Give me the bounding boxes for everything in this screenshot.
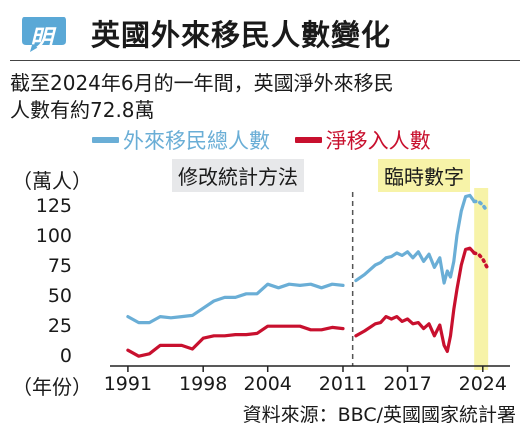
x-tick-label: 2011 <box>319 373 367 395</box>
chart-legend: 外來移民總人數 淨移入人數 <box>92 124 449 155</box>
logo-text: 明 <box>30 25 53 52</box>
x-tick-label: 1998 <box>179 373 227 395</box>
legend-label-net: 淨移入人數 <box>325 129 431 153</box>
annotation-method-change: 修改統計方法 <box>172 159 304 192</box>
x-tick-label: 1991 <box>104 373 152 395</box>
legend-swatch-total <box>92 137 119 143</box>
annotation-provisional: 臨時數字 <box>378 159 470 192</box>
x-axis-label: （年份） <box>12 375 92 399</box>
legend-label-total: 外來移民總人數 <box>123 129 270 153</box>
logo-badge-icon <box>22 17 66 52</box>
subtitle-line-1: 截至2024年6月的一年間，英國淨外來移民 <box>10 71 394 95</box>
y-tick-label: 100 <box>36 225 72 247</box>
y-axis-label: （萬人） <box>12 169 92 193</box>
series-line-total-segment-0 <box>126 282 345 325</box>
subtitle-line-2: 人數有約72.8萬 <box>10 98 155 122</box>
series-line-total-segment-1 <box>354 193 476 285</box>
legend-swatch-net <box>294 137 322 143</box>
legend-item-net: 淨移入人數 <box>294 125 431 155</box>
source-note: 資料來源：BBC/英國國家統計署 <box>242 404 516 426</box>
x-tick-label: 2004 <box>244 373 292 395</box>
x-tick-label: 2017 <box>383 373 431 395</box>
y-tick-label: 50 <box>48 285 72 307</box>
title-divider <box>10 60 520 61</box>
chart-subtitle: 截至2024年6月的一年間，英國淨外來移民 人數有約72.8萬 <box>10 70 520 124</box>
y-tick-label: 125 <box>36 195 72 217</box>
series-line-total-segment-2 <box>472 199 489 213</box>
series-line-net-segment-1 <box>354 246 476 353</box>
provisional-band <box>474 188 489 370</box>
y-tick-label: 0 <box>60 345 72 367</box>
y-tick-label: 75 <box>48 255 72 277</box>
series-line-net-segment-2 <box>472 251 489 270</box>
legend-item-total: 外來移民總人數 <box>92 125 270 155</box>
y-tick-label: 25 <box>48 315 72 337</box>
series-line-net-segment-0 <box>126 324 345 358</box>
x-tick-label: 2024 <box>459 373 507 395</box>
page-title: 英國外來移民人數變化 <box>91 18 392 52</box>
